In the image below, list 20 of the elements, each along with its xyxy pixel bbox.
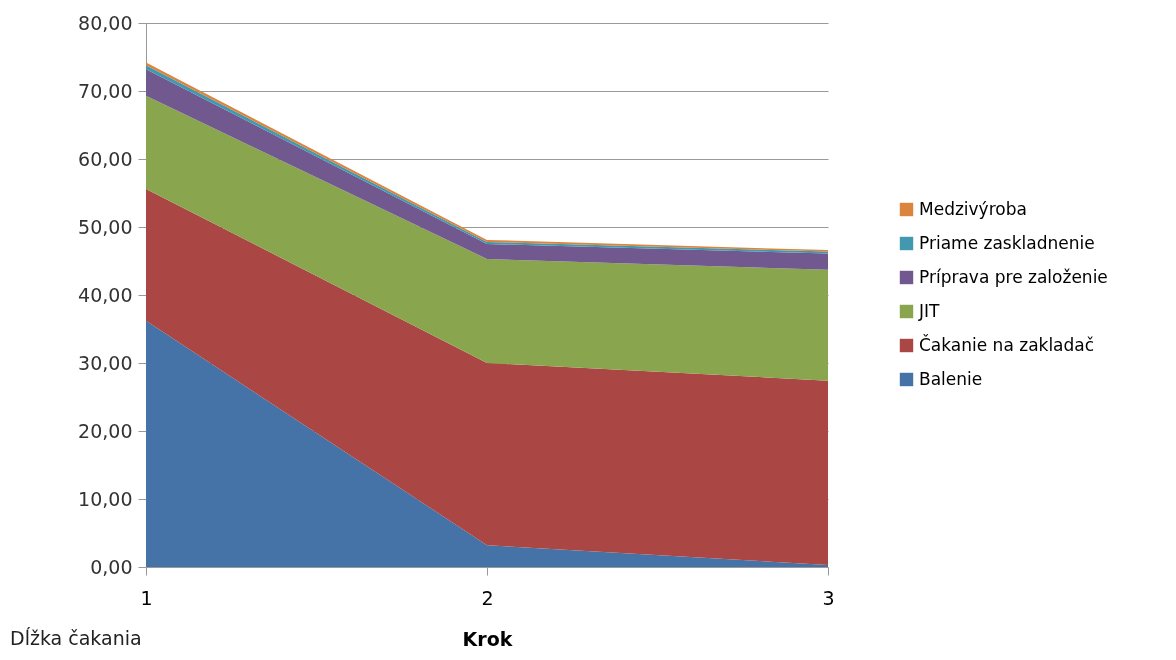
text: Dĺžka čakania <box>10 627 142 649</box>
y-tick-label: 0,00 <box>90 555 133 578</box>
x-tick-label: 3 <box>822 586 835 609</box>
y-tick-label: 80,00 <box>78 11 133 34</box>
y-tick-label: 70,00 <box>78 79 133 102</box>
y-tick-label: 50,00 <box>78 215 133 238</box>
x-tick-label: 1 <box>140 586 153 609</box>
x-axis-title: Krok <box>462 627 513 650</box>
legend-label: Medzivýroba <box>919 198 1027 219</box>
y-tick-label: 10,00 <box>78 487 133 510</box>
legend-label: JIT <box>918 300 941 321</box>
legend-label: Príprava pre založenie <box>919 266 1108 287</box>
legend-label: Balenie <box>919 368 983 389</box>
y-tick-label: 60,00 <box>78 147 133 170</box>
legend-label: Priame zaskladnenie <box>919 232 1095 253</box>
y-tick-label: 30,00 <box>78 351 133 374</box>
legend-label: Čakanie na zakladač <box>919 333 1095 355</box>
x-tick-label: 2 <box>481 586 494 609</box>
y-tick-label: 40,00 <box>78 283 133 306</box>
y-tick-label: 20,00 <box>78 419 133 442</box>
